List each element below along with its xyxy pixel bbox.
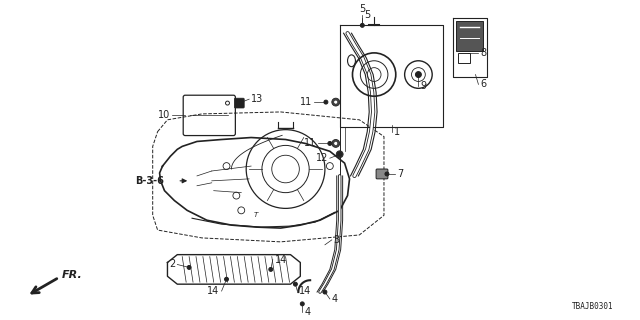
Text: 3: 3 (334, 235, 340, 245)
Text: 11: 11 (300, 97, 312, 107)
Text: 9: 9 (420, 81, 426, 91)
Circle shape (332, 98, 340, 106)
Circle shape (300, 302, 304, 306)
FancyBboxPatch shape (456, 21, 483, 51)
Text: 12: 12 (316, 153, 328, 163)
Circle shape (328, 141, 332, 145)
Circle shape (336, 151, 343, 158)
Text: 5: 5 (364, 11, 371, 20)
Text: 6: 6 (481, 79, 486, 89)
Text: 10: 10 (158, 110, 170, 120)
Text: 7: 7 (397, 169, 403, 179)
Circle shape (338, 152, 342, 156)
Text: 5: 5 (359, 4, 365, 13)
Text: 13: 13 (251, 94, 264, 104)
Circle shape (323, 290, 327, 294)
Circle shape (187, 266, 191, 269)
Circle shape (360, 23, 364, 27)
Circle shape (237, 101, 241, 105)
Text: 2: 2 (169, 260, 175, 269)
Circle shape (225, 277, 228, 281)
Circle shape (334, 100, 338, 104)
Text: 4: 4 (332, 294, 338, 304)
Circle shape (324, 100, 328, 104)
Circle shape (334, 141, 338, 145)
Circle shape (332, 140, 340, 148)
Text: 1: 1 (394, 127, 400, 137)
Circle shape (385, 172, 389, 176)
Text: 14: 14 (300, 286, 312, 296)
Text: 8: 8 (481, 48, 486, 58)
Circle shape (293, 282, 298, 286)
Text: TBAJB0301: TBAJB0301 (572, 302, 613, 311)
Text: 11: 11 (304, 139, 316, 148)
Text: FR.: FR. (62, 270, 83, 280)
FancyBboxPatch shape (376, 169, 388, 179)
Circle shape (269, 268, 273, 271)
Text: T: T (254, 212, 258, 218)
Text: 4: 4 (304, 307, 310, 317)
FancyBboxPatch shape (234, 98, 244, 108)
Text: 14: 14 (207, 286, 220, 296)
Text: B-3-6: B-3-6 (135, 176, 164, 186)
Circle shape (415, 72, 421, 77)
Text: 14: 14 (275, 255, 287, 265)
